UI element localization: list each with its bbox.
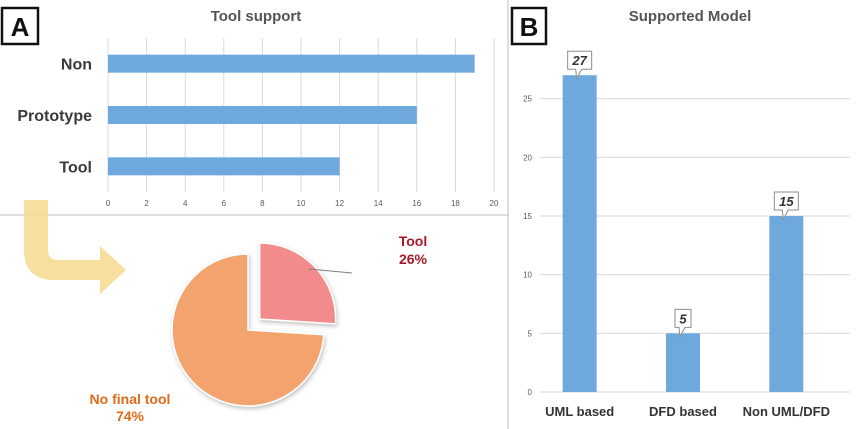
chart-b-label-nonfinal-pct: 74% <box>116 408 145 424</box>
chart-a-bar <box>108 106 417 124</box>
chart-c-y-tick-label: 15 <box>523 212 532 221</box>
chart-c-y-tick-label: 20 <box>523 153 532 162</box>
chart-b-label-tool-name: Tool <box>399 233 428 249</box>
chart-b-leader-line <box>309 268 353 274</box>
panel-b-letter: B <box>520 12 539 42</box>
chart-c-callout-bubble <box>674 308 692 338</box>
panel-a-letter-box: A <box>0 6 40 46</box>
chart-b-label-nonfinal-name: No final tool <box>90 391 171 407</box>
chart-b-pie-slice <box>171 253 325 407</box>
chart-a-x-tick-label: 10 <box>297 199 306 208</box>
chart-a-category-label: Non <box>61 57 92 74</box>
chart-a-x-tick-label: 8 <box>260 199 265 208</box>
chart-a-x-tick-label: 12 <box>335 199 344 208</box>
chart-a-x-tick-label: 16 <box>412 199 421 208</box>
chart-c-callout-bubble <box>773 191 799 221</box>
chart-c-y-tick-label: 5 <box>528 329 533 338</box>
chart-c-callout-bubble <box>567 50 593 80</box>
chart-a-category-label: Prototype <box>17 108 92 125</box>
chart-a-x-tick-label: 4 <box>183 199 188 208</box>
chart-c-data-label: 15 <box>779 194 794 209</box>
chart-c-y-tick-label: 10 <box>523 271 532 280</box>
chart-a-bar <box>108 157 340 176</box>
chart-a-x-tick-label: 2 <box>144 199 149 208</box>
chart-c-data-label: 5 <box>679 311 687 326</box>
chart-c-vertical-bar: Supported Model 0 5 10 15 20 25 UML based DFD … <box>523 8 850 419</box>
curved-arrow-icon <box>24 200 126 294</box>
chart-a-horizontal-bar: Tool support 0 2 4 6 8 10 12 14 16 18 20 Non Protot… <box>17 8 499 208</box>
chart-c-y-tick-label: 25 <box>523 95 532 104</box>
chart-c-category-label: DFD based <box>649 404 717 419</box>
chart-c-category-label: UML based <box>545 404 614 419</box>
chart-a-x-tick-label: 0 <box>106 199 111 208</box>
chart-a-bar <box>108 54 475 73</box>
chart-c-data-callout: 5 <box>674 308 692 338</box>
chart-a-title: Tool support <box>211 8 302 25</box>
chart-c-data-label: 27 <box>571 53 587 68</box>
chart-c-data-callout: 15 <box>773 191 799 221</box>
chart-c-bar <box>666 333 700 392</box>
chart-b-pie-slice <box>258 242 337 325</box>
chart-a-x-tick-label: 14 <box>374 199 383 208</box>
chart-a-x-tick-label: 18 <box>451 199 460 208</box>
chart-c-y-tick-label: 0 <box>528 388 533 397</box>
chart-a-category-label: Tool <box>59 159 92 176</box>
chart-a-x-tick-label: 20 <box>490 199 499 208</box>
panel-b-letter-box: B <box>510 6 548 46</box>
chart-c-bar <box>769 216 804 392</box>
chart-b-label-tool-pct: 26% <box>399 251 428 267</box>
chart-c-title: Supported Model <box>629 8 752 25</box>
panel-a-letter: A <box>11 12 30 42</box>
chart-a-x-tick-label: 6 <box>222 199 227 208</box>
chart-c-category-label: Non UML/DFD <box>743 404 830 419</box>
chart-c-data-callout: 27 <box>567 50 593 80</box>
chart-c-bar <box>562 75 597 392</box>
